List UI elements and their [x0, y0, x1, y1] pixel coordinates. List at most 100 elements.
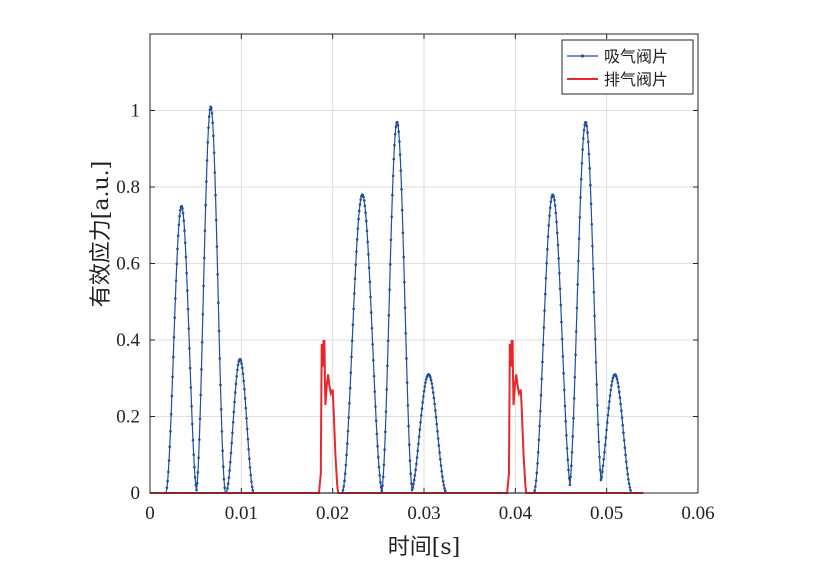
- data-point: [438, 451, 441, 454]
- data-point: [372, 374, 376, 378]
- data-point: [560, 337, 564, 341]
- data-point: [165, 486, 169, 490]
- data-point: [565, 434, 568, 437]
- data-point: [202, 284, 205, 288]
- data-point: [543, 309, 546, 312]
- data-point: [431, 391, 435, 394]
- data-point: [585, 124, 589, 128]
- data-point: [353, 277, 357, 281]
- data-point: [366, 240, 370, 244]
- data-point: [386, 364, 389, 368]
- data-point: [348, 386, 352, 390]
- data-point: [410, 482, 413, 485]
- data-point: [553, 198, 556, 202]
- data-point: [380, 489, 384, 493]
- data-point: [424, 378, 428, 381]
- x-axis-label: 时间[s]: [388, 535, 460, 560]
- data-point: [592, 290, 596, 294]
- data-point: [440, 470, 443, 473]
- data-point: [171, 375, 174, 379]
- data-point: [538, 424, 541, 428]
- data-point: [537, 438, 541, 442]
- data-point: [605, 428, 608, 432]
- data-point: [213, 171, 217, 174]
- data-point: [175, 262, 179, 266]
- data-point: [214, 218, 218, 222]
- data-point: [536, 462, 539, 465]
- data-point: [352, 307, 355, 311]
- data-point: [443, 487, 446, 490]
- data-point: [608, 400, 611, 403]
- data-point: [561, 354, 565, 358]
- data-point: [586, 140, 590, 144]
- data-point: [617, 390, 621, 394]
- data-point: [409, 472, 412, 475]
- data-point: [379, 486, 383, 489]
- data-point: [365, 219, 368, 223]
- data-point: [539, 394, 543, 397]
- data-point: [372, 359, 375, 362]
- legend-marker-intake-valve: [580, 54, 585, 58]
- data-point: [439, 464, 443, 467]
- data-point: [402, 255, 405, 259]
- data-point: [441, 475, 444, 478]
- data-point: [562, 388, 566, 392]
- data-point: [221, 449, 224, 452]
- data-point: [381, 475, 385, 479]
- data-point: [192, 453, 195, 456]
- data-point: [577, 237, 581, 240]
- data-point: [206, 141, 210, 144]
- data-point: [571, 435, 575, 438]
- data-point: [248, 457, 251, 461]
- data-point: [195, 481, 199, 485]
- data-point: [615, 377, 619, 381]
- data-point: [223, 486, 226, 490]
- data-point: [589, 202, 593, 206]
- data-point: [570, 450, 574, 454]
- data-point: [410, 488, 414, 492]
- data-point: [350, 339, 354, 343]
- data-point: [569, 475, 572, 479]
- data-point: [403, 280, 406, 284]
- data-point: [420, 407, 424, 411]
- data-point: [250, 485, 254, 489]
- data-point: [617, 385, 620, 389]
- data-point: [431, 386, 434, 389]
- data-point: [594, 361, 598, 364]
- legend: 吸气阀片 排气阀片: [561, 39, 694, 95]
- data-point: [536, 451, 540, 454]
- data-point: [595, 383, 598, 386]
- data-point: [376, 444, 379, 448]
- data-point: [349, 371, 353, 374]
- data-point: [193, 465, 196, 469]
- data-point: [619, 402, 622, 406]
- data-point: [598, 455, 601, 459]
- data-point: [203, 229, 207, 233]
- data-point: [400, 208, 404, 212]
- data-point: [622, 438, 626, 442]
- data-point: [436, 437, 440, 440]
- data-point: [534, 479, 538, 482]
- data-point: [388, 288, 391, 291]
- x-tick-label: 0.03: [407, 503, 440, 524]
- data-point: [201, 312, 205, 316]
- data-point: [182, 219, 186, 222]
- data-point: [434, 415, 438, 419]
- data-point: [386, 339, 390, 343]
- data-point: [417, 435, 421, 438]
- y-tick-label: 0.6: [116, 254, 140, 275]
- data-point: [574, 353, 577, 357]
- data-point: [555, 231, 559, 235]
- data-point: [587, 152, 591, 156]
- series-layer: [150, 105, 644, 494]
- data-point: [610, 383, 613, 387]
- data-point: [385, 388, 389, 391]
- data-point: [241, 366, 244, 370]
- data-point: [603, 451, 606, 454]
- data-point: [553, 204, 557, 207]
- data-point: [620, 409, 623, 412]
- data-point: [422, 395, 425, 398]
- data-point: [407, 424, 410, 428]
- data-point: [226, 487, 229, 490]
- data-point: [601, 464, 605, 468]
